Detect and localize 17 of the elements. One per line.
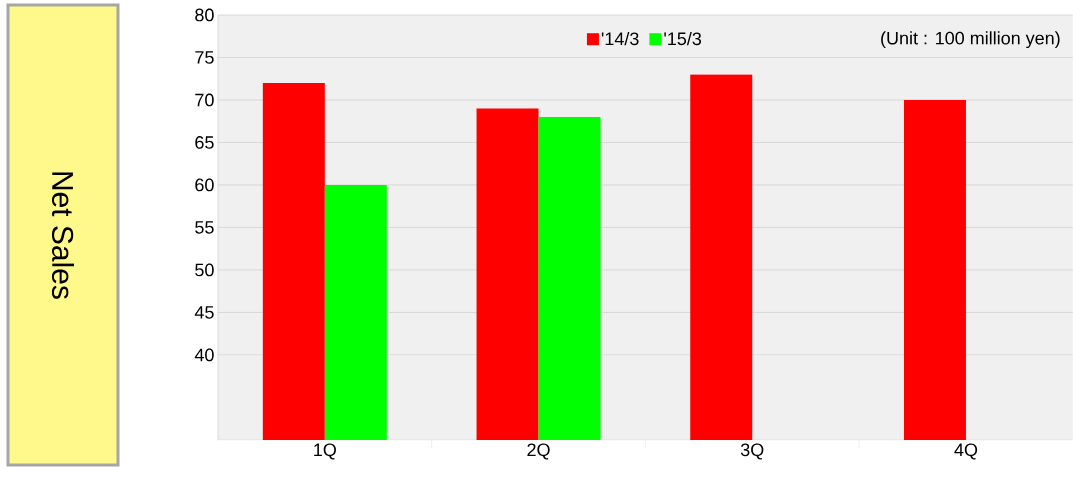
y-tick-label: 60 [195, 178, 214, 192]
y-tick-label: 70 [195, 93, 214, 107]
y-tick-label: 65 [195, 136, 214, 149]
legend-label: '14/3 [601, 31, 639, 46]
x-tick-label: 1Q [314, 443, 336, 460]
x-tick-label: 4Q [954, 443, 978, 460]
y-tick-label: 75 [195, 51, 214, 64]
y-tick-label: 55 [195, 221, 214, 234]
annotation: (Unit : 100 million yen) [881, 31, 1060, 49]
y-tick-label: 40 [194, 348, 214, 362]
x-tick-label: 2Q [527, 443, 550, 460]
y-axis-title: Net Sales [51, 172, 75, 299]
legend-label: '15/3 [664, 31, 702, 46]
y-tick-label: 50 [195, 263, 214, 277]
x-tick-label: 3Q [740, 443, 764, 460]
y-tick-label: 45 [194, 306, 214, 319]
y-tick-label: 80 [195, 8, 214, 22]
